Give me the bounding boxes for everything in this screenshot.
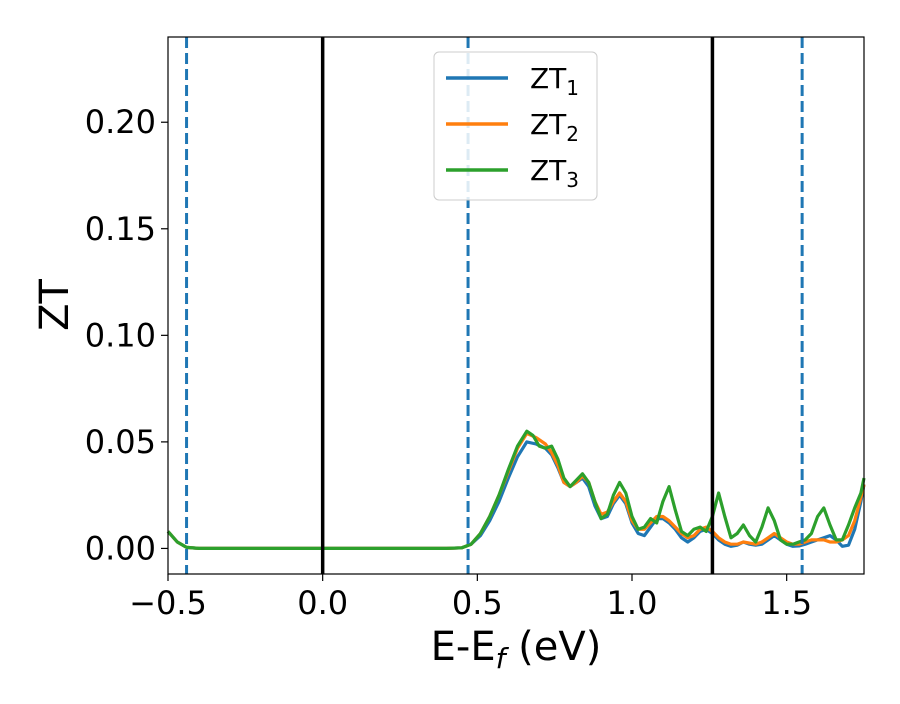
plot-frame <box>167 36 865 575</box>
legend-label-zt1: ZT1 <box>530 62 579 100</box>
x-axis-label-unit: (eV) <box>505 624 601 670</box>
series-line-zt3 <box>166 429 866 550</box>
legend-label-zt3: ZT3 <box>530 154 579 192</box>
y-tick-label: 0.10 <box>85 316 156 354</box>
y-axis-label: ZT <box>32 279 78 331</box>
x-axis-label-main: E-E <box>431 624 496 670</box>
x-axis-label: E-Ef (eV) <box>431 624 602 675</box>
y-tick-label: 0.05 <box>85 423 156 461</box>
x-ticks-layer: −0.5 0.0 0.5 1.0 1.5 <box>129 574 812 622</box>
legend-frame <box>433 51 598 201</box>
x-tick-label: −0.5 <box>129 584 207 622</box>
x-tick-label: 0.0 <box>297 584 348 622</box>
y-tick-label: 0.15 <box>85 210 156 248</box>
y-tick-label: 0.20 <box>85 103 156 141</box>
x-tick-label: 1.0 <box>607 584 658 622</box>
legend-label-zt2: ZT2 <box>530 108 579 146</box>
series-lines-layer <box>166 429 866 550</box>
y-ticks-layer: 0.00 0.05 0.10 0.15 0.20 <box>85 103 168 567</box>
series-line-zt1 <box>166 440 866 550</box>
x-tick-label: 1.5 <box>761 584 812 622</box>
legend-entries: ZT1 ZT2 ZT3 <box>446 62 579 192</box>
y-tick-label: 0.00 <box>85 529 156 567</box>
x-tick-label: 0.5 <box>452 584 503 622</box>
legend: ZT1 ZT2 ZT3 <box>433 51 598 201</box>
